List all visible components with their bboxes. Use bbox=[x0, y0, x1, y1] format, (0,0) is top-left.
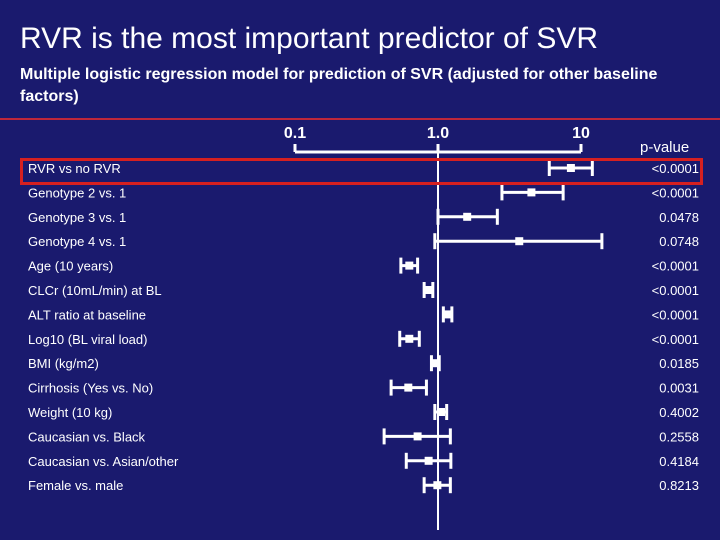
row-pvalue: 0.8213 bbox=[659, 478, 699, 493]
odds-ratio-point bbox=[431, 359, 440, 368]
row-pvalue: 0.4184 bbox=[659, 454, 699, 469]
row-label: Log10 (BL viral load) bbox=[28, 332, 147, 347]
row-label: BMI (kg/m2) bbox=[28, 356, 99, 371]
pvalue-column-header: p-value bbox=[640, 139, 690, 156]
row-pvalue: 0.4002 bbox=[659, 405, 699, 420]
odds-ratio-point bbox=[405, 334, 414, 343]
row-label: RVR vs no RVR bbox=[28, 161, 121, 176]
row-label: CLCr (10mL/min) at BL bbox=[28, 283, 162, 298]
row-label: Age (10 years) bbox=[28, 259, 113, 274]
row-label: Caucasian vs. Black bbox=[28, 429, 146, 444]
odds-ratio-point bbox=[404, 383, 413, 392]
odds-ratio-point bbox=[424, 456, 433, 465]
row-pvalue: <0.0001 bbox=[652, 161, 699, 176]
odds-ratio-point bbox=[433, 481, 442, 490]
row-pvalue: <0.0001 bbox=[652, 332, 699, 347]
page-title: RVR is the most important predictor of S… bbox=[20, 22, 598, 55]
row-pvalue: 0.2558 bbox=[659, 429, 699, 444]
odds-ratio-point bbox=[527, 188, 536, 197]
highlight-box-rvr bbox=[20, 158, 703, 185]
row-pvalue: <0.0001 bbox=[652, 259, 699, 274]
row-pvalue: <0.0001 bbox=[652, 283, 699, 298]
odds-ratio-point bbox=[405, 261, 414, 270]
odds-ratio-point bbox=[463, 212, 472, 221]
row-label: Female vs. male bbox=[28, 478, 123, 493]
odds-ratio-point bbox=[566, 164, 575, 172]
row-label: Genotype 2 vs. 1 bbox=[28, 185, 126, 200]
row-label: Genotype 3 vs. 1 bbox=[28, 210, 126, 225]
row-label: Weight (10 kg) bbox=[28, 405, 112, 420]
odds-ratio-point bbox=[515, 237, 524, 246]
odds-ratio-point bbox=[424, 286, 433, 294]
row-label: Cirrhosis (Yes vs. No) bbox=[28, 381, 153, 396]
row-pvalue: 0.0478 bbox=[659, 210, 699, 225]
title-divider bbox=[0, 118, 720, 120]
row-pvalue: 0.0031 bbox=[659, 381, 699, 396]
row-label: ALT ratio at baseline bbox=[28, 307, 146, 322]
row-label: Genotype 4 vs. 1 bbox=[28, 234, 126, 249]
odds-ratio-point bbox=[443, 310, 452, 319]
odds-ratio-point bbox=[437, 408, 446, 416]
row-pvalue: 0.0185 bbox=[659, 356, 699, 371]
row-pvalue: 0.0748 bbox=[659, 234, 699, 249]
page-subtitle: Multiple logistic regression model for p… bbox=[20, 66, 658, 105]
axis-tick-label: 0.1 bbox=[284, 125, 306, 142]
row-pvalue: <0.0001 bbox=[652, 185, 699, 200]
row-pvalue: <0.0001 bbox=[652, 307, 699, 322]
odds-ratio-point bbox=[413, 432, 422, 441]
axis-tick-label: 10 bbox=[572, 125, 590, 142]
axis-tick-label: 1.0 bbox=[427, 125, 449, 142]
row-label: Caucasian vs. Asian/other bbox=[28, 454, 179, 469]
